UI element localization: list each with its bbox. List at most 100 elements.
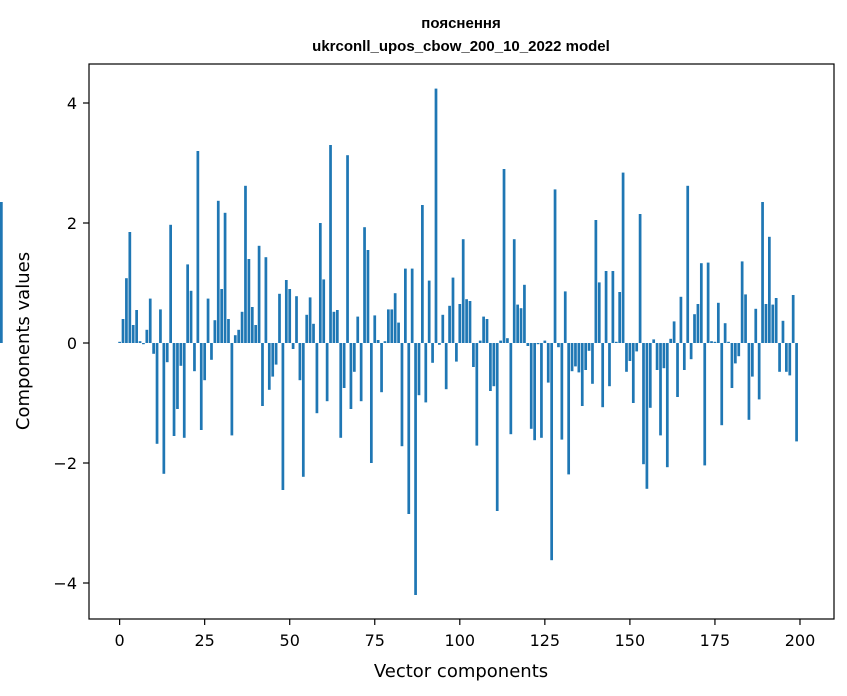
bar <box>730 343 734 388</box>
bar <box>754 308 758 343</box>
bar <box>431 343 434 363</box>
bar <box>659 343 662 436</box>
y-tick-label: −4 <box>53 574 77 593</box>
x-tick-label: 175 <box>700 631 731 650</box>
bar <box>601 343 605 408</box>
bar <box>682 343 686 370</box>
bar <box>523 284 526 343</box>
bar <box>318 223 322 343</box>
bar <box>387 309 390 343</box>
bar <box>604 271 608 343</box>
bar <box>686 185 690 343</box>
bar <box>220 289 224 343</box>
bar <box>519 308 523 343</box>
bar <box>461 239 465 343</box>
bar <box>264 257 268 343</box>
bar <box>672 321 676 343</box>
bar <box>417 343 421 396</box>
bar <box>577 343 581 373</box>
bar <box>397 322 400 343</box>
bar <box>740 261 744 343</box>
bar <box>710 341 713 343</box>
bar <box>764 304 768 343</box>
x-tick-label: 0 <box>115 631 125 650</box>
bar <box>502 169 506 343</box>
bar <box>274 343 278 365</box>
bar <box>301 343 305 477</box>
bar <box>451 277 455 343</box>
bar <box>199 343 203 430</box>
bar <box>478 340 482 343</box>
bar <box>597 282 601 343</box>
bar <box>642 343 645 465</box>
y-tick-label: 2 <box>67 214 77 233</box>
x-tick-label: 50 <box>280 631 300 650</box>
bar <box>689 343 693 360</box>
bar <box>0 202 3 343</box>
bar <box>512 239 516 343</box>
bar <box>421 205 424 343</box>
x-tick-label: 125 <box>530 631 561 650</box>
bar <box>533 343 536 441</box>
bar <box>611 271 615 343</box>
plot-frame <box>88 63 835 620</box>
bar <box>254 325 258 343</box>
bar <box>308 297 312 343</box>
bar <box>291 343 295 349</box>
bar <box>665 343 669 468</box>
bar <box>312 323 315 343</box>
bar <box>329 145 332 343</box>
x-axis-ticks: 0 25 50 75 100 125 150 175 200 <box>115 619 815 650</box>
bar <box>332 311 336 343</box>
bar <box>771 304 775 343</box>
bar <box>363 227 366 343</box>
bar <box>162 343 166 474</box>
bar <box>383 341 387 343</box>
bar <box>475 343 479 446</box>
bar <box>349 343 353 409</box>
bar <box>390 309 394 343</box>
bar <box>540 343 543 438</box>
bar <box>696 304 700 343</box>
bar <box>261 343 264 406</box>
bar <box>676 343 679 397</box>
y-axis-ticks: −4 −2 0 2 4 <box>53 94 89 593</box>
bar <box>625 343 628 372</box>
bar <box>778 343 781 372</box>
bar <box>131 325 135 343</box>
x-axis-label: Vector components <box>374 661 548 682</box>
bar <box>125 278 128 343</box>
bar <box>628 343 632 361</box>
bar <box>223 212 227 343</box>
bar <box>785 343 788 372</box>
bar <box>186 264 190 343</box>
x-tick-label: 150 <box>615 631 646 650</box>
bar <box>574 343 577 367</box>
bar <box>618 292 622 343</box>
chart-title-line1: пояснення <box>421 15 500 32</box>
bar <box>165 343 169 363</box>
bar <box>441 314 445 343</box>
bar <box>761 202 764 343</box>
x-tick-label: 100 <box>445 631 476 650</box>
bar <box>546 343 550 383</box>
bar <box>210 343 213 360</box>
bar <box>267 343 271 390</box>
bar <box>414 343 417 595</box>
bar <box>189 290 193 343</box>
bar <box>727 341 730 343</box>
bar <box>380 343 383 393</box>
bar <box>614 341 618 343</box>
bar <box>506 338 509 343</box>
bar <box>298 343 302 381</box>
bar <box>485 319 489 343</box>
bar <box>543 340 547 343</box>
bar <box>176 343 179 409</box>
bar <box>608 343 611 387</box>
bar <box>621 172 625 343</box>
bar <box>155 343 159 444</box>
bar <box>795 343 798 442</box>
bar <box>193 343 196 372</box>
bar <box>703 343 707 466</box>
